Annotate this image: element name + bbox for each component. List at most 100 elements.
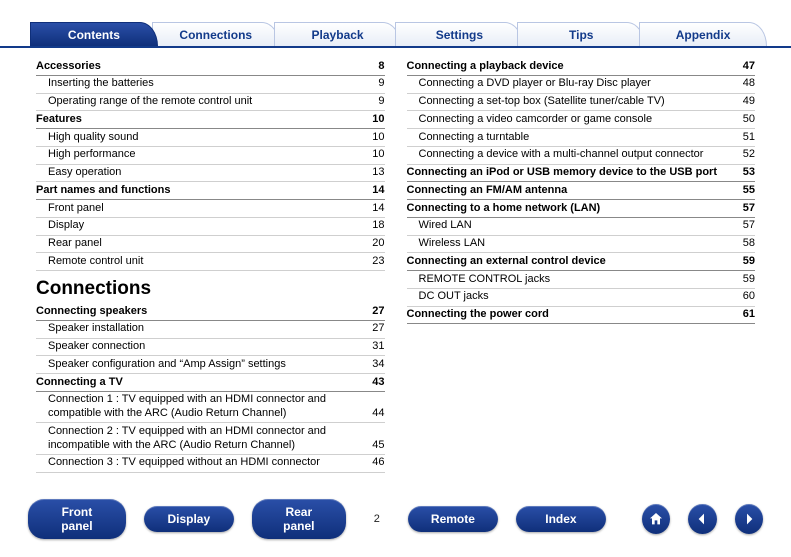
toc-item[interactable]: Connection 2 : TV equipped with an HDMI …: [36, 423, 385, 455]
toc-item[interactable]: DC OUT jacks60: [407, 289, 756, 307]
toc-section[interactable]: Connecting speakers27: [36, 303, 385, 321]
toc-left-column: Accessories8Inserting the batteries9Oper…: [36, 58, 385, 473]
toc-section[interactable]: Connecting a TV43: [36, 374, 385, 392]
toc-section-title: Connecting speakers: [36, 305, 366, 319]
toc-item[interactable]: Speaker connection31: [36, 339, 385, 357]
toc-page: 13: [366, 166, 384, 180]
toc-section[interactable]: Connecting an FM/AM antenna55: [407, 182, 756, 200]
toc-page: 10: [366, 113, 384, 127]
toc-page: 49: [737, 95, 755, 109]
toc-page: 50: [737, 113, 755, 127]
front-panel-button[interactable]: Front panel: [28, 499, 126, 539]
toc-right-column: Connecting a playback device47Connecting…: [407, 58, 756, 473]
display-button[interactable]: Display: [144, 506, 234, 532]
toc-item[interactable]: High quality sound10: [36, 129, 385, 147]
toc-item[interactable]: Connecting a video camcorder or game con…: [407, 111, 756, 129]
toc-item-label: Speaker configuration and “Amp Assign” s…: [36, 358, 366, 372]
toc-item-label: Operating range of the remote control un…: [36, 95, 372, 109]
toc-section-title: Connecting an iPod or USB memory device …: [407, 166, 737, 180]
toc-item[interactable]: Connection 3 : TV equipped without an HD…: [36, 455, 385, 473]
toc-section-title: Connecting a TV: [36, 376, 366, 390]
toc-section-title: Connecting an FM/AM antenna: [407, 184, 737, 198]
page-number: 2: [364, 513, 390, 525]
rear-panel-button[interactable]: Rear panel: [252, 499, 346, 539]
toc-item-label: Remote control unit: [36, 255, 366, 269]
toc-page: 14: [366, 184, 384, 198]
tab-tips[interactable]: Tips: [517, 22, 645, 46]
toc-item[interactable]: Remote control unit23: [36, 253, 385, 271]
toc-item[interactable]: Speaker configuration and “Amp Assign” s…: [36, 356, 385, 374]
toc-page: 45: [366, 439, 384, 453]
toc-item[interactable]: Speaker installation27: [36, 321, 385, 339]
toc-item[interactable]: Front panel14: [36, 200, 385, 218]
toc-item[interactable]: High performance10: [36, 147, 385, 165]
remote-button[interactable]: Remote: [408, 506, 498, 532]
toc-item-label: Wired LAN: [407, 219, 737, 233]
toc-item[interactable]: Connecting a set-top box (Satellite tune…: [407, 94, 756, 112]
toc-item[interactable]: Operating range of the remote control un…: [36, 94, 385, 112]
toc-item[interactable]: Wired LAN57: [407, 218, 756, 236]
toc-item-label: Connecting a set-top box (Satellite tune…: [407, 95, 737, 109]
toc-page: 27: [366, 305, 384, 319]
prev-icon[interactable]: [688, 504, 716, 534]
toc-item[interactable]: Connecting a device with a multi-channel…: [407, 147, 756, 165]
toc-item[interactable]: Connecting a turntable51: [407, 129, 756, 147]
index-button[interactable]: Index: [516, 506, 606, 532]
toc-item-label: Display: [36, 219, 366, 233]
toc-item[interactable]: REMOTE CONTROL jacks59: [407, 271, 756, 289]
toc-page: 14: [366, 202, 384, 216]
tab-contents[interactable]: Contents: [30, 22, 158, 46]
toc-item-label: REMOTE CONTROL jacks: [407, 273, 737, 287]
toc-page: 55: [737, 184, 755, 198]
toc-section[interactable]: Connecting the power cord61: [407, 307, 756, 325]
toc-page: 60: [737, 290, 755, 304]
toc-item[interactable]: Connection 1 : TV equipped with an HDMI …: [36, 392, 385, 424]
toc-section[interactable]: Accessories8: [36, 58, 385, 76]
toc-page: 59: [737, 273, 755, 287]
toc-page: 47: [737, 60, 755, 74]
toc-section-title: Accessories: [36, 60, 372, 74]
toc-page: 10: [366, 131, 384, 145]
toc-page: 8: [372, 60, 384, 74]
toc-page: 20: [366, 237, 384, 251]
toc-page: 9: [372, 77, 384, 91]
toc-item[interactable]: Inserting the batteries9: [36, 76, 385, 94]
toc-item[interactable]: Easy operation13: [36, 165, 385, 183]
toc-item-label: Connection 2 : TV equipped with an HDMI …: [36, 425, 366, 453]
next-icon[interactable]: [735, 504, 763, 534]
toc-page: 48: [737, 77, 755, 91]
toc-item[interactable]: Display18: [36, 218, 385, 236]
toc-page: 27: [366, 322, 384, 336]
toc-item-label: Connecting a DVD player or Blu-ray Disc …: [407, 77, 737, 91]
toc-section-title: Connecting a playback device: [407, 60, 737, 74]
home-icon[interactable]: [642, 504, 670, 534]
tab-connections[interactable]: Connections: [152, 22, 280, 46]
toc-item[interactable]: Rear panel20: [36, 236, 385, 254]
toc-section[interactable]: Connecting to a home network (LAN)57: [407, 200, 756, 218]
toc-page: 51: [737, 131, 755, 145]
toc-section[interactable]: Part names and functions14: [36, 182, 385, 200]
toc-item-label: Connecting a turntable: [407, 131, 737, 145]
toc-item[interactable]: Connecting a DVD player or Blu-ray Disc …: [407, 76, 756, 94]
toc-section-title: Connecting the power cord: [407, 308, 737, 322]
toc-page: 59: [737, 255, 755, 269]
toc-item-label: DC OUT jacks: [407, 290, 737, 304]
toc-item-label: Front panel: [36, 202, 366, 216]
toc-page: 61: [737, 308, 755, 322]
toc-section[interactable]: Connecting an external control device59: [407, 253, 756, 271]
tab-appendix[interactable]: Appendix: [639, 22, 767, 46]
toc-section-title: Connecting to a home network (LAN): [407, 202, 737, 216]
toc-item[interactable]: Wireless LAN58: [407, 236, 756, 254]
toc-page: 52: [737, 148, 755, 162]
toc-item-label: Speaker installation: [36, 322, 366, 336]
toc-item-label: High performance: [36, 148, 366, 162]
toc-item-label: Speaker connection: [36, 340, 366, 354]
toc-page: 9: [372, 95, 384, 109]
toc-page: 44: [366, 407, 384, 421]
tab-playback[interactable]: Playback: [274, 22, 402, 46]
toc-section[interactable]: Connecting an iPod or USB memory device …: [407, 165, 756, 183]
toc-section[interactable]: Connecting a playback device47: [407, 58, 756, 76]
tab-settings[interactable]: Settings: [395, 22, 523, 46]
toc-page: 43: [366, 376, 384, 390]
toc-section[interactable]: Features10: [36, 111, 385, 129]
